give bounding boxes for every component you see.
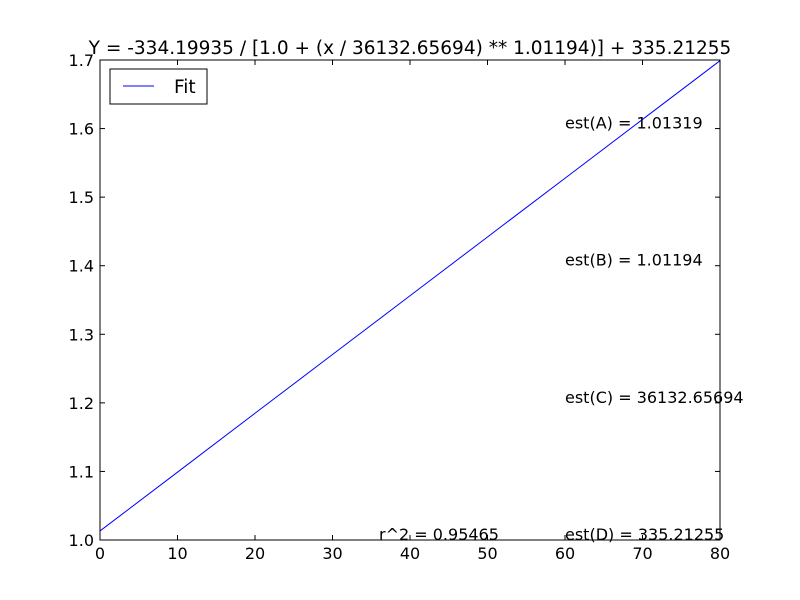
y-tick-label: 1.4	[69, 257, 94, 276]
ticks-layer: 0 10 20 30 40 50 60 70 80 1.0 1.1 1.2 1.3 1.4 1.5 1.6 1.…	[69, 51, 731, 563]
x-tick-label: 60	[555, 544, 575, 563]
annotation-text: est(D) = 335.21255	[565, 525, 724, 544]
y-tick-label: 1.7	[69, 51, 94, 70]
x-tick-label: 0	[95, 544, 105, 563]
annotation-text: est(C) = 36132.65694	[565, 388, 744, 407]
x-tick-label: 30	[322, 544, 342, 563]
series-line-fit	[99, 60, 721, 532]
x-tick-label: 40	[400, 544, 420, 563]
annotation-text: est(A) = 1.01319	[565, 114, 703, 133]
chart-title: Y = -334.19935 / [1.0 + (x / 36132.65694…	[88, 38, 732, 59]
annotation-text: r^2 = 0.95465	[379, 525, 499, 544]
annotations-layer: est(A) = 1.01319 est(B) = 1.01194 est(C) =…	[379, 114, 744, 544]
legend-label-fit: Fit	[174, 77, 196, 98]
x-tick-label: 50	[477, 544, 497, 563]
x-tick-label: 80	[710, 544, 730, 563]
series-layer	[99, 60, 721, 532]
x-tick-label: 10	[167, 544, 187, 563]
y-tick-label: 1.6	[69, 120, 94, 139]
y-tick-label: 1.3	[69, 325, 94, 344]
y-tick-label: 1.0	[69, 531, 94, 550]
y-tick-label: 1.2	[69, 394, 94, 413]
y-tick-label: 1.5	[69, 188, 94, 207]
y-tick-label: 1.1	[69, 462, 94, 481]
x-tick-label: 70	[632, 544, 652, 563]
legend: Fit	[109, 68, 208, 105]
annotation-text: est(B) = 1.01194	[565, 251, 703, 270]
x-tick-label: 20	[245, 544, 265, 563]
